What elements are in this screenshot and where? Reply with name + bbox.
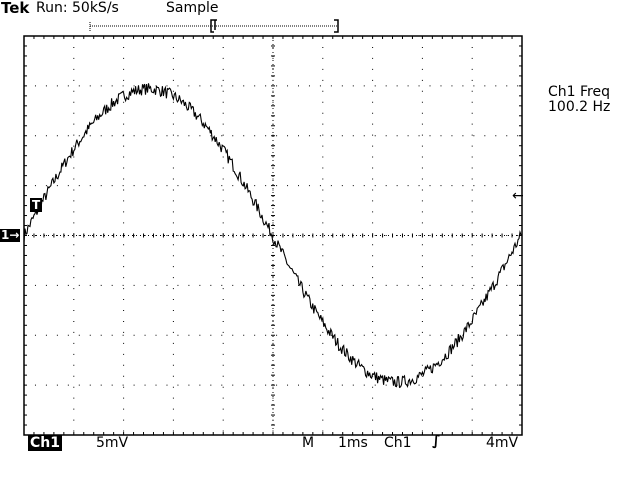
measurement-value: 100.2 Hz xyxy=(548,99,611,115)
footer-trigger-source: Ch1 xyxy=(384,435,412,451)
acquisition-mode: Sample xyxy=(166,0,219,16)
record-window-end[interactable] xyxy=(334,19,339,33)
trigger-position-marker[interactable]: T xyxy=(30,198,43,212)
channel1-ground-marker[interactable]: 1→ xyxy=(0,228,21,242)
acquisition-status: Run: 50kS/s xyxy=(36,0,119,16)
footer-timebase-prefix: M xyxy=(302,435,315,451)
rising-edge-icon: ∫ xyxy=(432,433,441,449)
footer-trigger-level: 4mV xyxy=(486,435,519,451)
footer-channel: Ch1 xyxy=(28,435,62,451)
measurement-label: Ch1 Freq xyxy=(548,84,610,100)
footer-time-per-div: 1ms xyxy=(338,435,368,451)
record-window-start[interactable] xyxy=(210,19,217,33)
trigger-level-arrow-icon[interactable]: ← xyxy=(512,188,524,204)
channel-number: 1 xyxy=(1,228,10,242)
ch1-waveform xyxy=(23,83,523,389)
brand-label: Tek xyxy=(1,0,30,17)
footer-volts-per-div: 5mV xyxy=(96,435,129,451)
